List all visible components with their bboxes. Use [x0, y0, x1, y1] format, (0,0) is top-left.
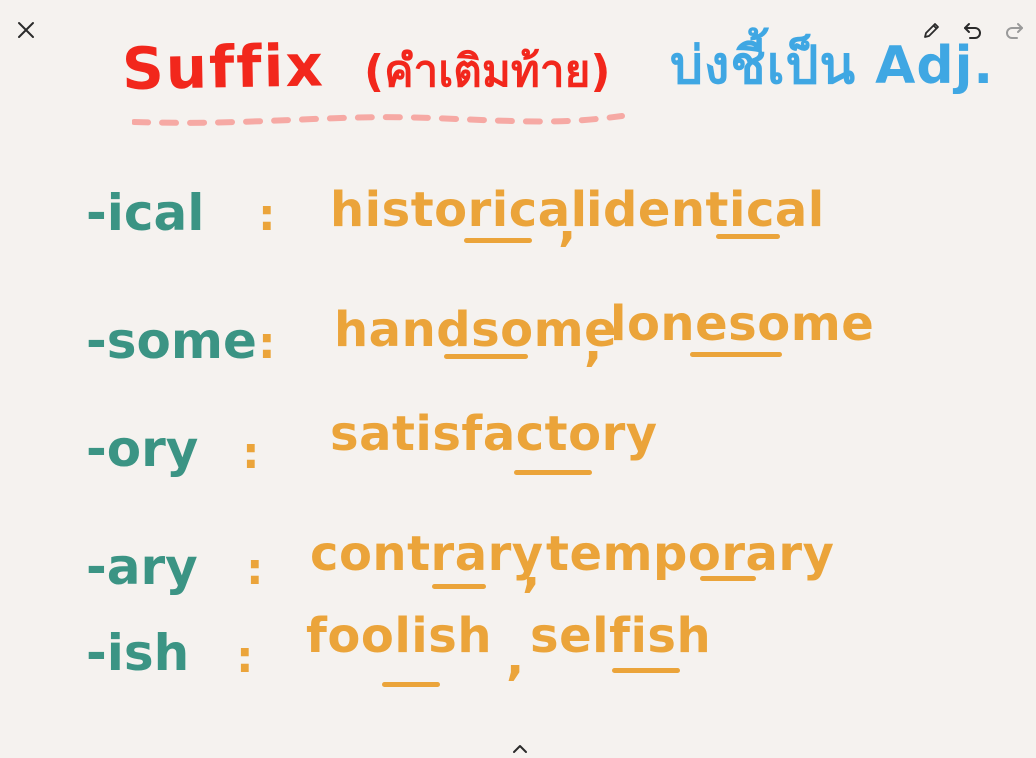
suffix-ary: -ary	[86, 538, 198, 596]
suffix-underline	[716, 234, 780, 239]
suffix-underline	[514, 470, 592, 475]
suffix-ish: -ish	[86, 624, 190, 682]
separator: ,	[558, 196, 577, 252]
title-word: Suffix	[121, 31, 326, 103]
undo-icon	[964, 23, 981, 39]
colon: :	[242, 428, 260, 479]
colon: :	[258, 318, 276, 369]
example-word: handsome	[334, 302, 618, 358]
colon: :	[246, 544, 264, 595]
suffix-underline	[444, 354, 528, 359]
separator: ,	[506, 630, 525, 686]
colon: :	[236, 632, 254, 683]
example-word: contrary	[310, 526, 544, 582]
example-word: foolish	[306, 608, 492, 664]
suffix-underline	[432, 584, 486, 589]
suffix-ory: -ory	[86, 420, 199, 478]
suffix-underline	[690, 352, 782, 357]
example-word: lonesome	[610, 296, 875, 352]
example-word: identical	[586, 182, 825, 238]
suffix-underline	[382, 682, 440, 687]
pen-button[interactable]	[916, 14, 948, 46]
redo-button[interactable]	[998, 14, 1030, 46]
example-word: historical	[330, 182, 588, 238]
close-icon	[18, 22, 34, 38]
pen-icon	[924, 23, 939, 38]
redo-icon	[1006, 23, 1023, 39]
colon: :	[258, 190, 276, 241]
example-word: satisfactory	[330, 406, 658, 462]
suffix-underline	[612, 668, 680, 673]
collapse-handle[interactable]	[506, 740, 534, 758]
chevron-up-icon	[513, 745, 527, 753]
suffix-underline	[464, 238, 532, 243]
separator: ,	[522, 542, 541, 598]
title-dashed-underline	[132, 113, 625, 126]
example-word: selfish	[530, 608, 712, 664]
close-button[interactable]	[10, 14, 42, 46]
separator: ,	[584, 316, 603, 372]
suffix-some: -some	[86, 312, 257, 370]
title-note: บ่งชี้เป็น Adj.	[670, 36, 995, 96]
title-thai-meaning: (คำเติมท้าย)	[364, 46, 611, 97]
suffix-underline	[700, 576, 756, 581]
undo-button[interactable]	[957, 14, 989, 46]
example-word: temporary	[546, 526, 835, 582]
suffix-ical: -ical	[86, 184, 205, 242]
